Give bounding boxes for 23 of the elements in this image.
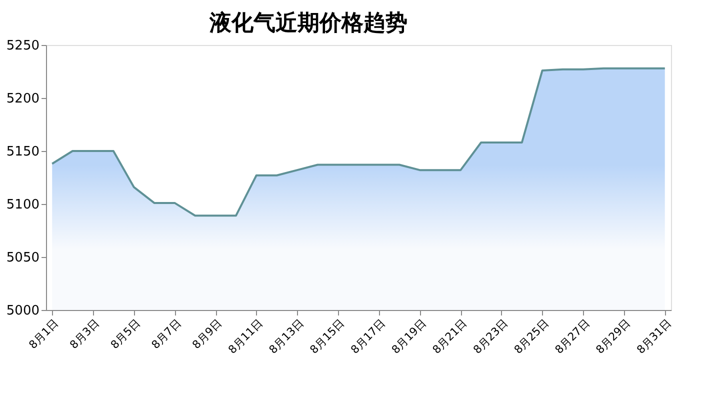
y-tick-label: 5000 [6,304,40,318]
x-tick-label: 8月31日 [634,316,674,356]
y-tick-label: 5250 [6,38,40,54]
x-tick-label: 8月21日 [430,316,470,356]
x-tick-label: 8月13日 [266,316,306,356]
chart-title: 液化气近期价格趋势 [208,10,408,36]
x-tick-label: 8月17日 [348,316,388,356]
y-tick-label: 5100 [6,198,40,212]
x-tick-label: 8月25日 [512,316,552,356]
y-tick-label: 5050 [6,250,40,266]
x-tick-label: 8月1日 [26,316,62,352]
y-tick-label: 5150 [6,144,40,160]
x-tick-label: 8月15日 [307,316,348,356]
x-tick-label: 8月11日 [226,316,266,356]
x-tick-label: 8月3日 [67,316,102,352]
x-tick-label: 8月19日 [389,316,429,356]
x-tick-label: 8月5日 [108,316,143,352]
x-tick-label: 8月27日 [552,316,592,356]
x-tick-label: 8月23日 [470,316,510,356]
x-tick-label: 8月29日 [593,316,634,356]
y-tick-label: 5200 [6,92,40,106]
x-tick-label: 8月9日 [190,316,225,352]
x-tick-label: 8月7日 [149,316,184,352]
